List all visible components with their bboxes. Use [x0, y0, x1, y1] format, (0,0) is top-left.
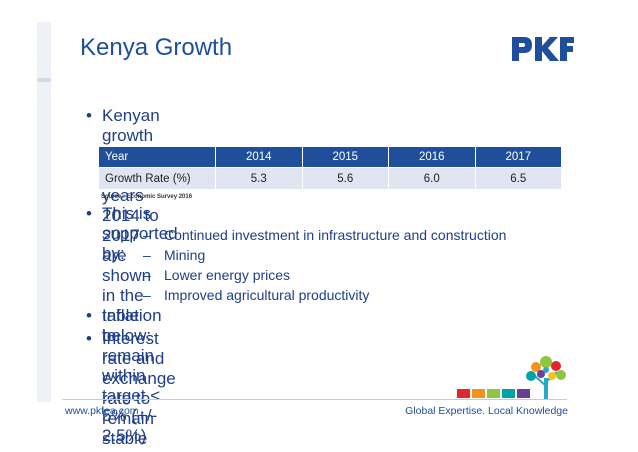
slide-title: Kenya Growth	[80, 34, 233, 61]
sub-item-text: Mining	[164, 247, 206, 263]
table-source-note: Source : Economic Survey 2016	[101, 194, 193, 200]
table-cell: 6.5	[475, 167, 562, 189]
table-cell: Growth Rate (%)	[99, 167, 216, 189]
color-stripe	[487, 389, 500, 398]
table-header-cell: 2015	[302, 147, 389, 168]
color-stripes	[457, 389, 532, 398]
bullet-text: Interest rate and exchange rate to remai…	[102, 329, 176, 448]
footer-website: www.pkfea.com	[65, 405, 139, 417]
table-row: Growth Rate (%) 5.3 5.6 6.0 6.5	[99, 167, 562, 189]
bullet-dot: •	[86, 306, 92, 325]
tree-logo-icon	[523, 352, 569, 407]
color-stripe	[502, 389, 515, 398]
sub-item-text: Lower energy prices	[164, 267, 291, 283]
growth-rate-table: Year 2014 2015 2016 2017 Growth Rate (%)…	[99, 147, 562, 189]
sub-dash: –	[143, 267, 151, 283]
table-cell: 5.6	[302, 167, 389, 189]
bullet-dot: •	[86, 204, 92, 223]
sub-item-text: Continued investment in infrastructure a…	[164, 227, 507, 243]
pkf-logo	[510, 33, 576, 65]
footer-divider	[62, 399, 567, 400]
table-cell: 6.0	[388, 167, 476, 189]
bullet-text: This is supported by:	[102, 204, 178, 263]
sub-item-text: Improved agricultural productivity	[164, 287, 370, 303]
table-header-cell: 2014	[215, 147, 303, 168]
color-stripe	[472, 389, 485, 398]
sub-dash: –	[143, 227, 151, 243]
table-cell: 5.3	[215, 167, 303, 189]
sub-dash: –	[143, 247, 151, 263]
bullet-dot: •	[86, 106, 92, 125]
bullet-dot: •	[86, 329, 92, 348]
bullet-line-2: shown in the table below:	[102, 266, 152, 345]
bullet-text: Inflation to remain within target < 5% (…	[102, 306, 162, 445]
color-stripe	[517, 389, 530, 398]
left-bar-marker	[37, 78, 51, 82]
left-decorative-bar	[37, 22, 51, 402]
table-header-cell: 2017	[475, 147, 562, 168]
table-header-cell: 2016	[388, 147, 476, 168]
table-header-row: Year 2014 2015 2016 2017	[99, 147, 562, 168]
sub-dash: –	[143, 287, 151, 303]
color-stripe	[457, 389, 470, 398]
footer-tagline: Global Expertise. Local Knowledge	[405, 405, 568, 417]
table-header-cell: Year	[99, 147, 216, 168]
